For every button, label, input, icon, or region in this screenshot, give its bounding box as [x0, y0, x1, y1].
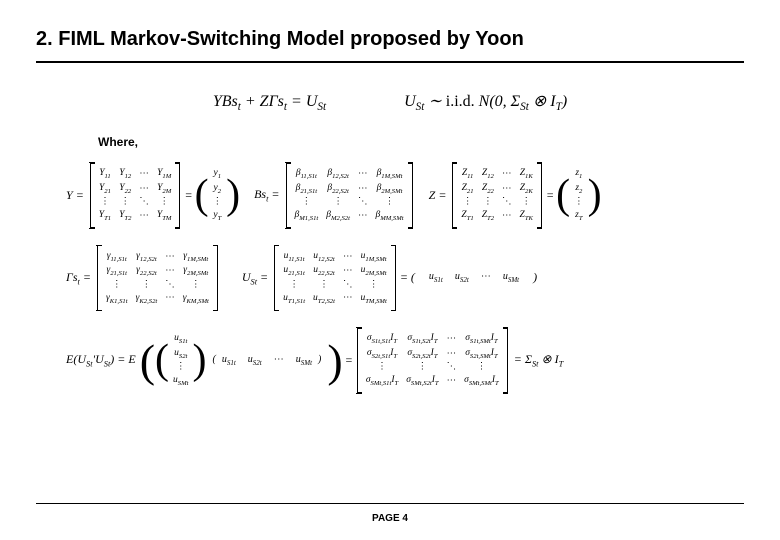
row-vector-u2: (uS1tuS2t⋯uSMt) — [207, 350, 328, 371]
tail-sigma: = ΣSt ⊗ IT — [514, 352, 563, 368]
paren-close-col: ) — [193, 336, 207, 384]
equals-2: = — [546, 188, 554, 203]
paren-close-y: ) — [226, 171, 240, 219]
label-Y: Y = — [66, 188, 84, 203]
label-GammaS: Γst = — [66, 270, 91, 286]
matrix-GammaS: γ11,S1tγ12,S2t⋯γ1M,SMt γ21,S1tγ22,S2t⋯γ2… — [97, 246, 218, 311]
paren-open-E: ( — [140, 334, 155, 387]
bottom-rule — [36, 503, 744, 504]
main-eq-left: YBst + ZΓst = USt — [213, 93, 326, 110]
slide-page: 2. FIML Markov-Switching Model proposed … — [0, 0, 780, 540]
matrix-Us: u11,S1tu12,S2t⋯u1M,SMt u21,S1tu22,S2t⋯u2… — [274, 246, 396, 311]
def-row-3: E(USt'USt) = E ( ( uS1tuS2t⋮uSMt ) (uS1t… — [66, 328, 744, 393]
vector-y: y1y2⋮yT — [209, 167, 227, 224]
where-label: Where, — [98, 135, 744, 149]
def-row-1: Y = Y11Y12⋯Y1M Y21Y22⋯Y2M ⋮⋮⋱⋮ YT1YT2⋯YT… — [66, 163, 744, 228]
matrix-Sigma: σS1t,S1tITσS1t,S2tIT⋯σS1t,SMtIT σS2t,S1t… — [357, 328, 508, 393]
def-row-2: Γst = γ11,S1tγ12,S2t⋯γ1M,SMt γ21,S1tγ22,… — [66, 246, 744, 311]
equals-4: = — [345, 353, 353, 368]
page-title: 2. FIML Markov-Switching Model proposed … — [36, 24, 744, 63]
equals-1: = — [184, 188, 192, 203]
row-vector-u: uS1tuS2t⋯uSMt — [417, 267, 531, 288]
paren-open-y: ( — [195, 171, 209, 219]
matrix-Z: Z11Z12⋯Z1K Z21Z22⋯Z2K ⋮⋮⋱⋮ ZT1ZT2⋯ZTK — [452, 163, 542, 228]
label-Z: Z = — [429, 188, 447, 203]
paren-open-col: ( — [155, 336, 169, 384]
paren-close-3: ) — [533, 270, 537, 285]
matrix-Y: Y11Y12⋯Y1M Y21Y22⋯Y2M ⋮⋮⋱⋮ YT1YT2⋯YTM — [90, 163, 181, 228]
equals-3: = ( — [400, 270, 415, 285]
label-Us: USt = — [242, 270, 268, 286]
label-Bs: Bst = — [254, 187, 279, 203]
paren-close-z: ) — [588, 171, 602, 219]
matrix-definitions: Y = Y11Y12⋯Y1M Y21Y22⋯Y2M ⋮⋮⋱⋮ YT1YT2⋯YT… — [66, 163, 744, 393]
main-equation: YBst + ZΓst = USt USt ∼ i.i.d. N(0, ΣSt … — [36, 91, 744, 113]
vector-z: z1z2⋮zT — [570, 167, 588, 224]
label-expectation: E(USt'USt) = E — [66, 352, 136, 368]
col-vector-u: uS1tuS2t⋮uSMt — [169, 332, 192, 389]
paren-close-E: ) — [327, 334, 342, 387]
page-number: PAGE 4 — [0, 513, 780, 524]
paren-open-z: ( — [556, 171, 570, 219]
matrix-Bs: β11,S1tβ12,S2t⋯β1M,SMt β21,S1tβ22,S2t⋯β2… — [286, 163, 413, 228]
main-eq-right: USt ∼ i.i.d. N(0, ΣSt ⊗ IT) — [404, 93, 567, 110]
